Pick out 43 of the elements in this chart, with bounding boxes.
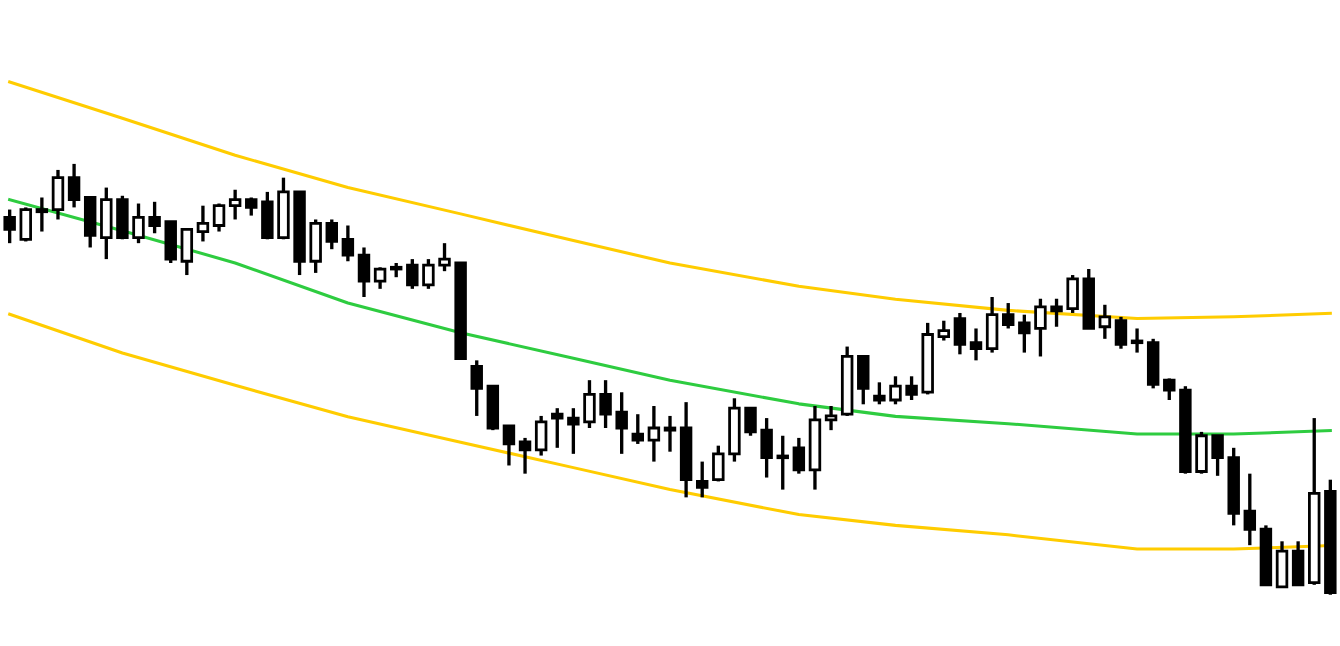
candlestick: [51, 168, 65, 222]
candlestick: [937, 319, 951, 343]
candlestick: [663, 414, 677, 454]
candlestick: [1098, 303, 1112, 341]
candlestick: [551, 406, 564, 450]
candlestick: [357, 245, 371, 299]
candlestick: [518, 436, 532, 476]
candlestick: [792, 436, 806, 476]
candlestick: [373, 265, 387, 291]
candlestick: [695, 459, 709, 500]
candlestick: [67, 162, 81, 210]
candlestick: [1146, 337, 1160, 391]
candlestick: [953, 311, 967, 356]
candlestick: [196, 204, 210, 244]
candlestick: [1275, 539, 1289, 589]
candlestick: [1163, 376, 1176, 402]
candlestick: [164, 219, 177, 265]
candlestick: [857, 354, 870, 406]
candlestick: [3, 207, 16, 245]
candlestick: [534, 414, 548, 458]
candlestick: [631, 412, 645, 446]
candlestick: [35, 195, 49, 234]
candlestick: [341, 223, 355, 263]
candlestick: [647, 404, 661, 464]
candlestick: [502, 424, 516, 468]
candlestick: [245, 195, 258, 218]
candlestick: [824, 404, 838, 432]
candlestick: [1002, 301, 1015, 331]
candlestick: [83, 195, 97, 250]
candlestick: [1243, 471, 1257, 547]
candlestick: [1130, 326, 1144, 355]
candlestick: [1114, 315, 1128, 351]
candlestick: [228, 188, 242, 222]
candlestick: [470, 358, 483, 418]
candlestick: [212, 201, 226, 234]
candlestick: [19, 205, 32, 244]
candlestick: [180, 227, 194, 277]
candlestick: [1291, 539, 1305, 587]
candlestick: [776, 434, 789, 492]
candlestick: [985, 295, 999, 355]
candlestick: [486, 384, 500, 432]
candlestick: [969, 326, 983, 363]
candlestick: [325, 217, 338, 251]
